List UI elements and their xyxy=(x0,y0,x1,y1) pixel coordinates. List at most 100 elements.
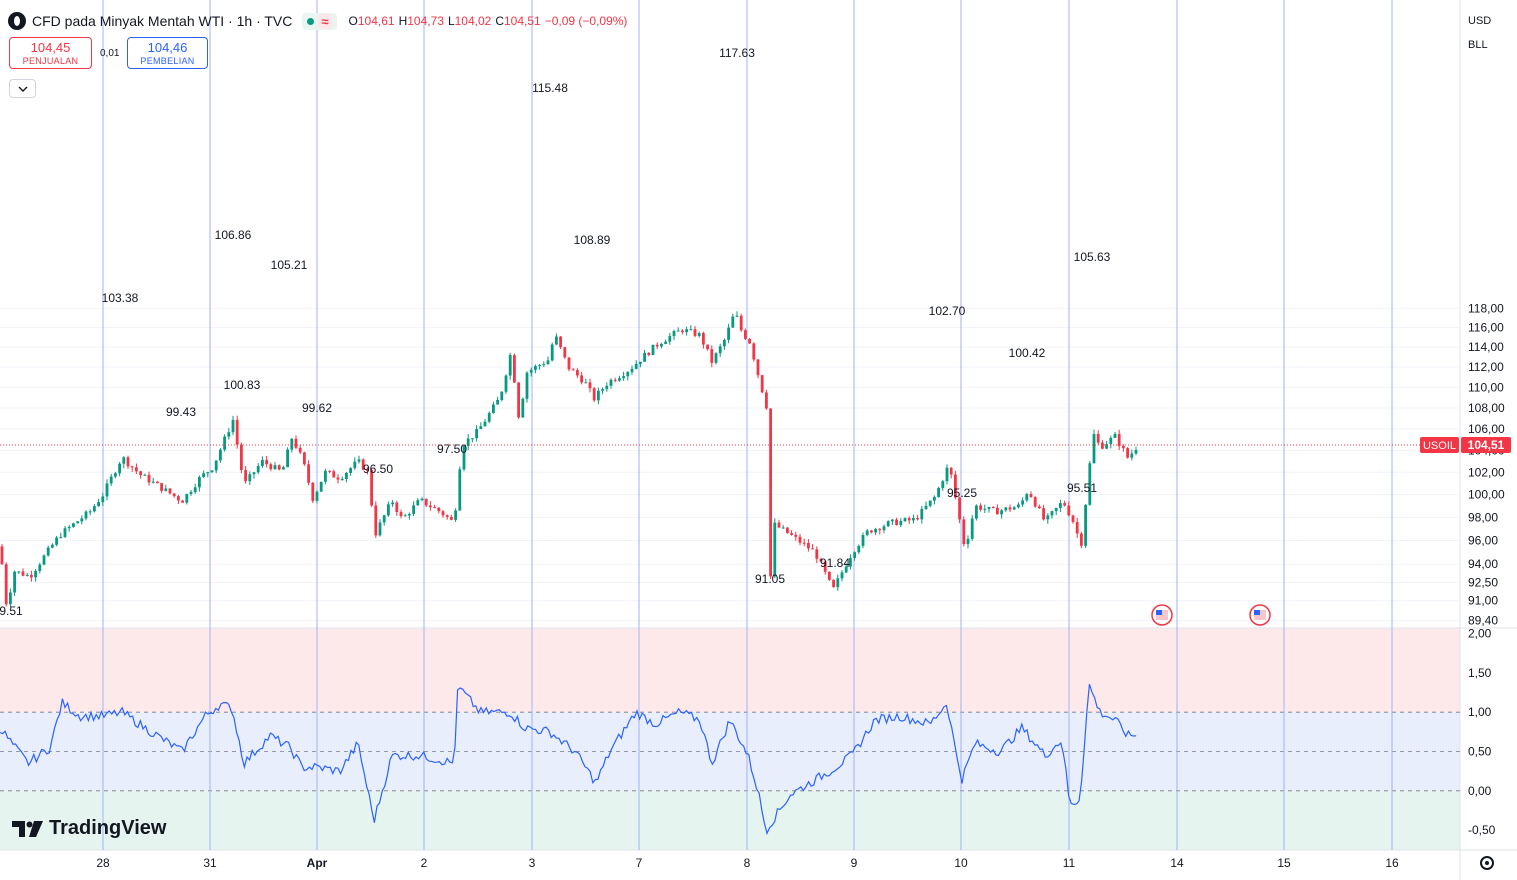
candle-body xyxy=(84,511,88,519)
candle-body xyxy=(210,470,214,473)
candle-body xyxy=(76,521,79,524)
candle-body xyxy=(282,467,285,470)
time-tick-label: 8 xyxy=(744,856,751,870)
settings-icon[interactable] xyxy=(1480,856,1494,870)
candle-body xyxy=(437,507,441,512)
candle-body xyxy=(815,549,819,559)
time-tick-label: 31 xyxy=(203,856,217,870)
candle-body xyxy=(685,329,688,333)
buy-price: 104,46 xyxy=(147,40,188,55)
candle-body xyxy=(109,476,113,484)
us-flag-canton xyxy=(1254,610,1260,615)
candle-body xyxy=(529,369,533,373)
candle-body xyxy=(714,353,718,363)
candle-body xyxy=(592,388,596,401)
candle-body xyxy=(51,544,54,548)
candle-body xyxy=(483,421,487,427)
candle-body xyxy=(1088,463,1092,505)
candle-body xyxy=(727,327,730,340)
currency-unit[interactable]: USD xyxy=(1468,15,1492,27)
candle-body xyxy=(261,459,264,466)
candle-body xyxy=(513,355,516,383)
tradingview-logo[interactable]: TradingView xyxy=(12,817,166,840)
candle-body xyxy=(345,472,348,479)
candle-body xyxy=(492,404,495,414)
candle-body xyxy=(265,459,268,465)
candle-body xyxy=(706,344,709,350)
candle-body xyxy=(227,432,231,437)
us-flag-canton xyxy=(1156,610,1162,615)
candle-body xyxy=(613,379,617,381)
candle-body xyxy=(849,557,852,567)
indicator-tick-label: 2,00 xyxy=(1468,627,1492,641)
candle-body xyxy=(315,491,319,501)
swing-high-label: 106.86 xyxy=(215,228,252,242)
sell-button[interactable]: 104,45 PENJUALAN xyxy=(9,37,92,69)
buy-button[interactable]: 104,46 PEMBELIAN xyxy=(127,37,208,69)
buy-label: PEMBELIAN xyxy=(140,56,195,66)
candle-body xyxy=(55,537,58,545)
candle-body xyxy=(1067,505,1071,516)
ohlc-low: L104,02 xyxy=(447,14,492,28)
price-tick-label: 106,00 xyxy=(1468,422,1505,436)
candle-body xyxy=(756,359,760,376)
candle-body xyxy=(991,506,995,508)
candle-body xyxy=(1130,453,1134,458)
candle-body xyxy=(303,452,306,465)
candle-body xyxy=(962,519,966,545)
candle-body xyxy=(1021,500,1024,505)
candle-body xyxy=(424,498,428,506)
candle-body xyxy=(382,515,386,523)
swing-low-label: 99.62 xyxy=(302,401,332,415)
candle-body xyxy=(1122,446,1125,449)
candle-body xyxy=(844,566,848,573)
candle-body xyxy=(441,511,445,516)
candle-body xyxy=(1059,503,1062,508)
candle-body xyxy=(156,481,159,484)
candle-body xyxy=(601,389,604,391)
candle-body xyxy=(584,382,588,384)
candle-body xyxy=(546,360,550,365)
candle-body xyxy=(790,533,793,535)
indicator-tick-label: 0,50 xyxy=(1468,745,1492,759)
candle-body xyxy=(723,339,726,347)
collapse-legend-button[interactable] xyxy=(9,79,36,98)
candle-body xyxy=(328,470,331,472)
ohlc-values: O104,61 H104,73 L104,02 C104,51 −0,09 (−… xyxy=(349,14,628,28)
tradingview-mark-icon xyxy=(12,820,43,837)
ohlc-high: H104,73 xyxy=(398,14,444,28)
candle-body xyxy=(861,535,865,546)
candle-body xyxy=(324,470,327,482)
candle-body xyxy=(1113,433,1117,438)
candle-body xyxy=(739,315,743,331)
candle-body xyxy=(853,552,856,558)
market-status-badge[interactable]: ≈ xyxy=(302,12,337,30)
candle-body xyxy=(223,436,226,450)
candle-body xyxy=(273,465,277,470)
candle-body xyxy=(391,502,394,505)
candle-body xyxy=(664,341,667,344)
candle-body xyxy=(42,555,46,565)
candle-body xyxy=(886,521,890,527)
candle-body xyxy=(395,502,399,513)
candle-body xyxy=(920,508,924,520)
time-tick-label: 10 xyxy=(954,856,968,870)
candle-body xyxy=(807,542,810,549)
symbol-title[interactable]: CFD pada Minyak Mentah WTI · 1h · TVC xyxy=(32,13,293,29)
candle-body xyxy=(1042,508,1045,520)
candle-body xyxy=(151,481,155,483)
candle-body xyxy=(937,487,940,497)
swing-low-label: 96.50 xyxy=(363,462,393,476)
sell-label: PENJUALAN xyxy=(22,56,79,66)
candle-body xyxy=(534,366,537,370)
candle-body xyxy=(189,492,193,494)
candle-body xyxy=(1012,507,1016,510)
candle-body xyxy=(147,474,151,483)
candle-body xyxy=(403,515,407,517)
candle-body xyxy=(479,426,483,430)
candle-body xyxy=(693,329,697,336)
candle-body xyxy=(538,365,541,367)
volume-unit[interactable]: BLL xyxy=(1468,39,1488,51)
candle-body xyxy=(672,331,676,337)
